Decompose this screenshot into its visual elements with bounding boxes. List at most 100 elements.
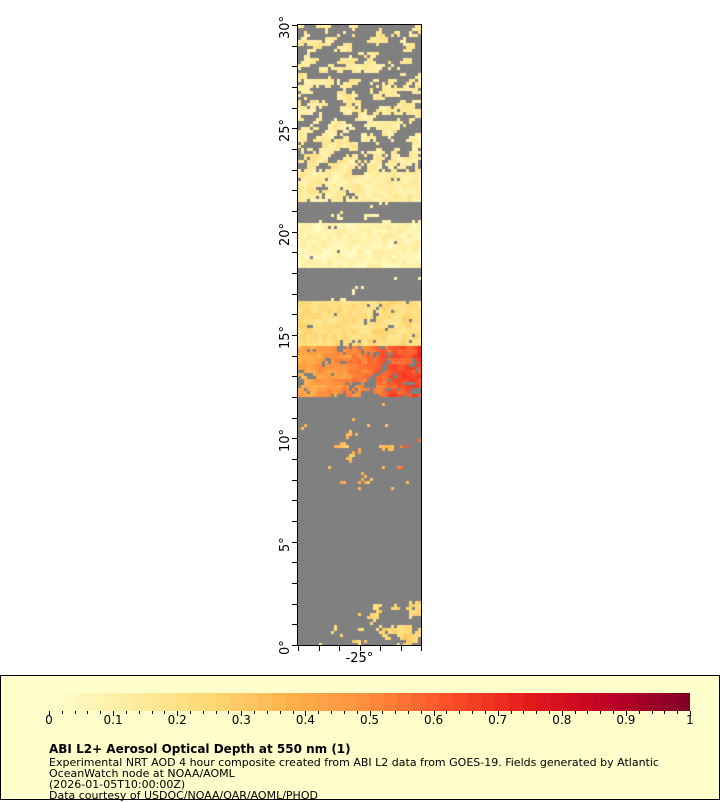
lat-tick — [292, 500, 298, 501]
lat-label: 15° — [278, 325, 293, 349]
colorbar-swatch — [495, 693, 509, 711]
colorbar-tick — [254, 711, 256, 714]
colorbar-swatch — [536, 693, 551, 711]
lon-tick — [298, 645, 299, 651]
lat-tick — [292, 562, 298, 563]
lon-label: -25° — [345, 651, 374, 666]
colorbar-label: 0.9 — [616, 713, 636, 727]
lat-label: 10° — [278, 429, 293, 453]
colorbar-tick — [49, 711, 50, 716]
colorbar-tick — [138, 711, 140, 714]
colorbar-tick — [587, 711, 589, 714]
colorbar-swatch — [230, 693, 245, 711]
colorbar-tick — [472, 711, 474, 714]
lat-tick — [292, 521, 298, 522]
lat-label: 25° — [278, 119, 293, 143]
colorbar-swatch — [216, 693, 231, 711]
colorbar-tick — [100, 711, 102, 714]
colorbar-tick — [561, 711, 563, 716]
colorbar-swatch — [662, 693, 677, 711]
colorbar-swatch — [439, 693, 454, 711]
colorbar-swatch — [411, 693, 426, 711]
colorbar-tick — [420, 711, 422, 714]
lat-tick — [292, 542, 298, 543]
lat-tick — [292, 418, 298, 419]
lat-tick — [292, 128, 298, 129]
colorbar-swatch — [355, 693, 370, 711]
colorbar-tick — [446, 711, 448, 714]
colorbar-swatch — [648, 693, 663, 711]
lon-tick — [401, 645, 402, 651]
lat-tick — [292, 335, 298, 336]
colorbar-swatch — [481, 693, 495, 711]
colorbar-tick — [574, 711, 576, 714]
legend-title: ABI L2+ Aerosol Optical Depth at 550 nm … — [49, 742, 351, 756]
colorbar — [49, 693, 691, 711]
lat-tick — [292, 604, 298, 605]
aod-map-image — [298, 25, 421, 645]
colorbar-swatch — [592, 693, 607, 711]
colorbar-tick — [548, 711, 550, 714]
lat-tick — [292, 438, 298, 439]
colorbar-tick — [228, 711, 230, 714]
colorbar-tick — [305, 711, 307, 716]
colorbar-swatch — [174, 693, 189, 711]
colorbar-tick — [113, 711, 115, 716]
colorbar-tick — [266, 711, 268, 714]
colorbar-swatch — [550, 693, 565, 711]
colorbar-label: 0.7 — [488, 713, 508, 727]
colorbar-swatch — [272, 693, 286, 711]
colorbar-tick — [536, 711, 538, 714]
lat-tick — [292, 87, 298, 88]
colorbar-tick — [125, 711, 127, 714]
lat-tick — [292, 645, 298, 646]
colorbar-label: 0.1 — [103, 713, 123, 727]
colorbar-tick — [407, 711, 409, 714]
colorbar-label: 0.8 — [552, 713, 572, 727]
colorbar-swatch — [369, 693, 384, 711]
colorbar-swatch — [188, 693, 203, 711]
lat-tick — [292, 25, 298, 26]
colorbar-tick — [190, 711, 192, 714]
colorbar-swatch — [453, 693, 468, 711]
lat-tick — [292, 66, 298, 67]
colorbar-tick — [600, 711, 602, 714]
lon-tick — [421, 645, 422, 651]
legend-time: (2026-01-05T10:00:00Z) — [49, 778, 186, 791]
colorbar-swatch — [49, 693, 63, 711]
colorbar-tick — [279, 711, 281, 714]
lat-tick — [292, 232, 298, 233]
colorbar-swatch — [62, 693, 77, 711]
colorbar-swatch — [606, 693, 621, 711]
colorbar-swatch — [508, 693, 523, 711]
lat-tick — [292, 273, 298, 274]
colorbar-swatch — [160, 693, 175, 711]
colorbar-label: 0.4 — [295, 713, 315, 727]
colorbar-swatch — [397, 693, 412, 711]
lat-tick — [292, 583, 298, 584]
colorbar-swatch — [132, 693, 147, 711]
legend-description: Experimental NRT AOD 4 hour composite cr… — [49, 756, 659, 769]
colorbar-tick — [369, 711, 371, 716]
colorbar-label: 1 — [686, 713, 694, 727]
colorbar-tick — [651, 711, 653, 714]
lat-tick — [292, 294, 298, 295]
colorbar-tick — [625, 711, 627, 716]
lat-label: 20° — [278, 222, 293, 246]
lon-tick — [319, 645, 320, 651]
colorbar-tick — [151, 711, 153, 714]
colorbar-tick — [241, 711, 243, 716]
colorbar-label: 0.2 — [167, 713, 187, 727]
colorbar-swatch — [341, 693, 356, 711]
colorbar-tick — [382, 711, 384, 714]
colorbar-tick — [292, 711, 294, 714]
lat-tick — [292, 459, 298, 460]
colorbar-tick — [459, 711, 461, 714]
lat-tick — [292, 108, 298, 109]
lat-tick — [292, 314, 298, 315]
lon-tick — [339, 645, 340, 651]
colorbar-tick — [318, 711, 320, 714]
lat-tick — [292, 624, 298, 625]
lat-tick — [292, 170, 298, 171]
colorbar-label: 0 — [45, 713, 53, 727]
